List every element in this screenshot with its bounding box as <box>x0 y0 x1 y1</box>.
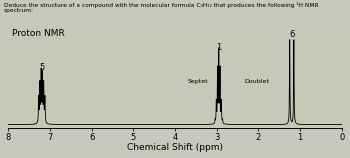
Text: 5: 5 <box>39 63 44 72</box>
Text: 1: 1 <box>216 43 222 52</box>
X-axis label: Chemical Shift (ppm): Chemical Shift (ppm) <box>127 143 223 152</box>
Text: Deduce the structure of a compound with the molecular formula C₉H₁₂ that produce: Deduce the structure of a compound with … <box>4 2 318 13</box>
Text: Septet: Septet <box>188 79 208 84</box>
Text: Proton NMR: Proton NMR <box>12 29 64 38</box>
Text: 6: 6 <box>289 30 294 39</box>
Text: Doublet: Doublet <box>244 79 269 84</box>
